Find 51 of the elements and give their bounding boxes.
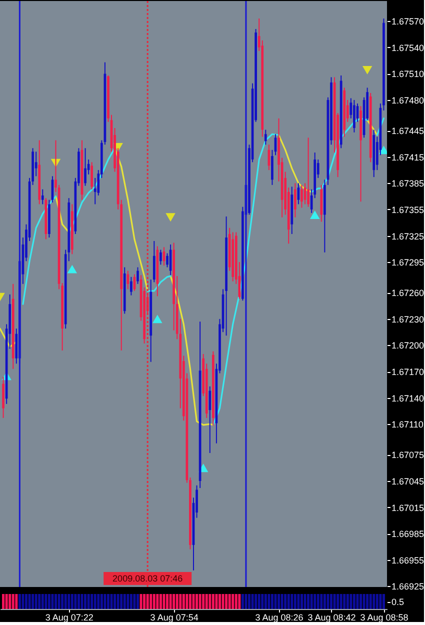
y-tick-label: 1.67200	[392, 340, 424, 351]
y-tick-label: 1.67075	[392, 450, 424, 460]
ref-line-label: 2009.08.03 07:46	[112, 574, 183, 584]
point	[152, 314, 162, 324]
point	[362, 66, 372, 74]
y-tick-label: 1.67480	[392, 95, 424, 106]
candlestick	[90, 162, 94, 190]
candlestick	[271, 149, 274, 186]
y-tick-label: 1.67230	[392, 314, 424, 324]
candlestick	[264, 129, 267, 146]
candlestick	[126, 270, 130, 290]
y-tick-label: 1.67015	[392, 502, 424, 513]
candlestick	[166, 252, 168, 268]
y-tick-label: 1.67385	[392, 178, 424, 189]
candlestick	[208, 386, 212, 454]
y-tick-label: 1.67325	[392, 231, 424, 242]
point	[166, 213, 176, 222]
x-tick-label: 3 Aug 07:54	[150, 612, 198, 622]
y-tick-label: 1.66925	[392, 582, 424, 592]
y-tick-label: 1.67355	[392, 204, 424, 215]
point	[67, 264, 78, 274]
candlestick	[152, 240, 156, 283]
x-tick-label: 3 Aug 07:22	[45, 612, 94, 622]
y-tick-label: 1.67045	[392, 476, 424, 487]
y-tick-label: 1.67570	[392, 16, 424, 27]
y-tick-label: 1.67260	[392, 288, 424, 298]
y-tick-label: 1.67110	[392, 420, 424, 430]
candlestick	[94, 177, 96, 205]
y-tick-label: 1.67170	[392, 367, 424, 378]
candlestick	[41, 188, 44, 205]
candlestick	[160, 249, 162, 266]
y-tick-label: 0.5	[392, 597, 404, 607]
candlestick	[294, 182, 296, 218]
candlestick	[136, 266, 139, 284]
y-tick-label: 1.67510	[392, 69, 424, 80]
y-tick-label: 1.67540	[392, 42, 424, 53]
y-tick-label: 1.67140	[392, 393, 424, 404]
y-tick-label: 1.67415	[392, 152, 424, 162]
y-tick-label: 1.66985	[392, 529, 424, 540]
y-tick-label: 1.66955	[392, 555, 424, 566]
x-tick-label: 3 Aug 08:58	[360, 612, 408, 622]
candlestick	[307, 137, 310, 208]
y-tick-label: 1.67445	[392, 126, 424, 136]
y-tick-label: 1.67295	[392, 258, 424, 268]
point	[310, 210, 320, 219]
candlestick	[84, 148, 86, 186]
candlestick	[353, 99, 356, 133]
candlestick	[130, 276, 132, 296]
x-tick-label: 3 Aug 08:26	[255, 612, 304, 622]
x-tick-label: 3 Aug 08:42	[308, 612, 356, 622]
candlestick	[300, 184, 303, 208]
